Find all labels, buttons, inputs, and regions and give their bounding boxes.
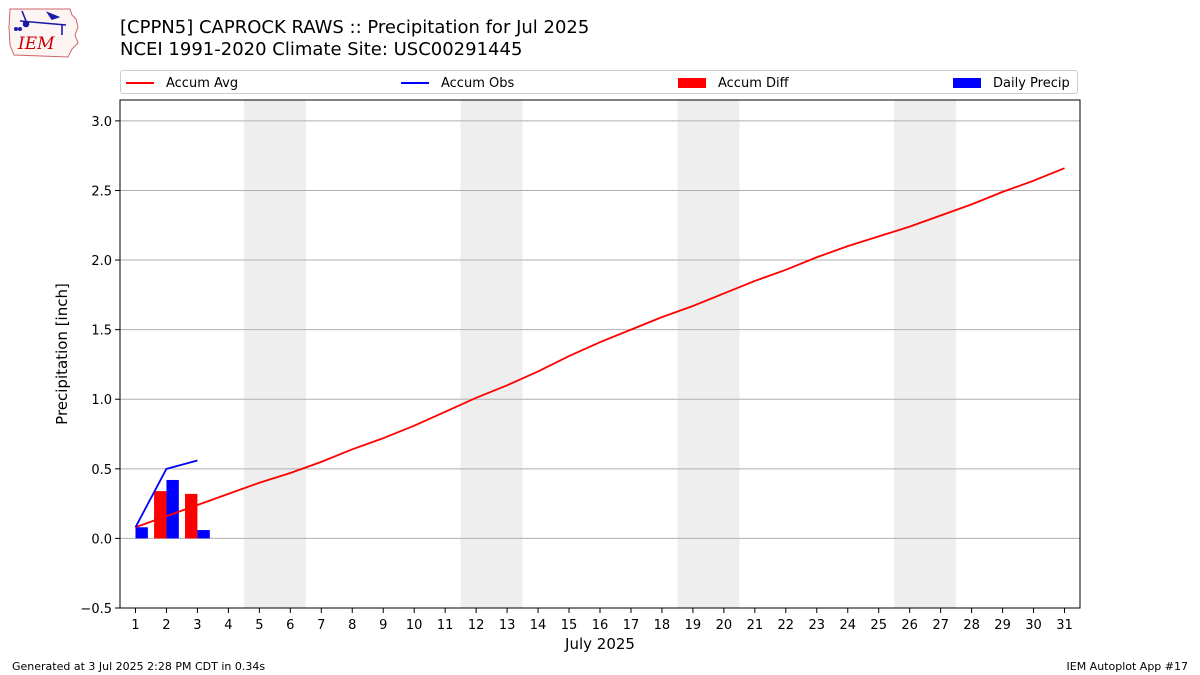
weekend-band-2	[460, 100, 523, 608]
x-tick-label-6: 6	[286, 618, 294, 633]
x-tick-label-7: 7	[317, 618, 325, 633]
y-tick-label-1: 0.0	[91, 532, 112, 547]
x-tick-label-11: 11	[437, 618, 454, 633]
weather-instrument-icon	[14, 10, 67, 35]
iem-logo: IEM	[8, 8, 79, 58]
x-tick-label-28: 28	[963, 618, 980, 633]
y-tick-label-4: 1.5	[91, 324, 112, 339]
legend-item-accum-diff: Accum Diff	[678, 74, 789, 92]
x-tick-label-13: 13	[499, 618, 516, 633]
x-tick-label-31: 31	[1056, 618, 1073, 633]
x-tick-label-14: 14	[530, 618, 547, 633]
legend-item-daily-precip: Daily Precip	[953, 74, 1070, 92]
x-tick-label-17: 17	[623, 618, 640, 633]
x-tick-label-16: 16	[592, 618, 609, 633]
weekend-band-3	[677, 100, 740, 608]
legend-item-accum-obs: Accum Obs	[401, 74, 514, 92]
bar-daily-precip-1	[135, 527, 148, 539]
x-tick-label-12: 12	[468, 618, 485, 633]
bar-accum-diff-2	[154, 491, 167, 539]
legend-label-accum-obs: Accum Obs	[441, 75, 515, 91]
x-tick-label-24: 24	[839, 618, 856, 633]
y-tick-label-5: 2.0	[91, 254, 112, 269]
x-tick-label-1: 1	[131, 618, 139, 633]
logo-text: IEM	[17, 34, 55, 54]
x-tick-label-22: 22	[778, 618, 795, 633]
x-tick-label-5: 5	[255, 618, 263, 633]
x-tick-label-10: 10	[406, 618, 423, 633]
x-tick-label-30: 30	[1025, 618, 1042, 633]
bar-accum-diff-3	[185, 493, 198, 539]
bar-daily-precip-2	[166, 479, 179, 539]
x-tick-label-4: 4	[224, 618, 232, 633]
chart-title: [CPPN5] CAPROCK RAWS :: Precipitation fo…	[120, 17, 590, 38]
footer-generated: Generated at 3 Jul 2025 2:28 PM CDT in 0…	[12, 660, 266, 673]
bar-daily-precip-3	[197, 530, 210, 539]
x-tick-label-27: 27	[932, 618, 949, 633]
weekend-band-4	[894, 100, 957, 608]
y-tick-label-6: 2.5	[91, 184, 112, 199]
series-line-accum-obs	[134, 459, 198, 528]
y-axis-label: Precipitation [inch]	[53, 283, 71, 425]
plot-frame	[119, 99, 1081, 609]
x-tick-label-8: 8	[348, 618, 356, 633]
series-line-accum-avg	[135, 167, 1065, 529]
x-tick-label-20: 20	[716, 618, 733, 633]
legend-label-accum-diff: Accum Diff	[718, 75, 789, 91]
footer-app-id: IEM Autoplot App #17	[1066, 660, 1189, 673]
legend: Accum Avg Accum Obs Accum Diff Daily Pre…	[120, 70, 1078, 94]
legend-swatch-accum-obs	[401, 82, 429, 84]
y-tick-label-7: 3.0	[91, 115, 112, 130]
x-tick-label-21: 21	[747, 618, 764, 633]
x-tick-label-9: 9	[379, 618, 387, 633]
x-tick-label-25: 25	[870, 618, 887, 633]
x-axis-label: July 2025	[564, 635, 635, 653]
y-tick-label-3: 1.0	[91, 393, 112, 408]
y-tick-label-0: −0.5	[80, 602, 112, 617]
x-tick-label-23: 23	[809, 618, 826, 633]
x-tick-label-2: 2	[162, 618, 170, 633]
legend-swatch-daily-precip	[953, 78, 981, 88]
legend-label-accum-avg: Accum Avg	[166, 75, 239, 91]
y-tick-label-2: 0.5	[91, 463, 112, 478]
legend-label-daily-precip: Daily Precip	[993, 75, 1070, 91]
x-tick-label-15: 15	[561, 618, 578, 633]
x-tick-label-26: 26	[901, 618, 918, 633]
x-tick-label-29: 29	[994, 618, 1011, 633]
legend-swatch-accum-diff	[678, 78, 706, 88]
x-tick-label-18: 18	[654, 618, 671, 633]
x-tick-label-19: 19	[685, 618, 702, 633]
chart-subtitle: NCEI 1991-2020 Climate Site: USC00291445	[120, 39, 523, 60]
legend-swatch-accum-avg	[126, 82, 154, 84]
x-tick-label-3: 3	[193, 618, 201, 633]
weekend-band-1	[243, 100, 306, 608]
legend-item-accum-avg: Accum Avg	[126, 74, 238, 92]
